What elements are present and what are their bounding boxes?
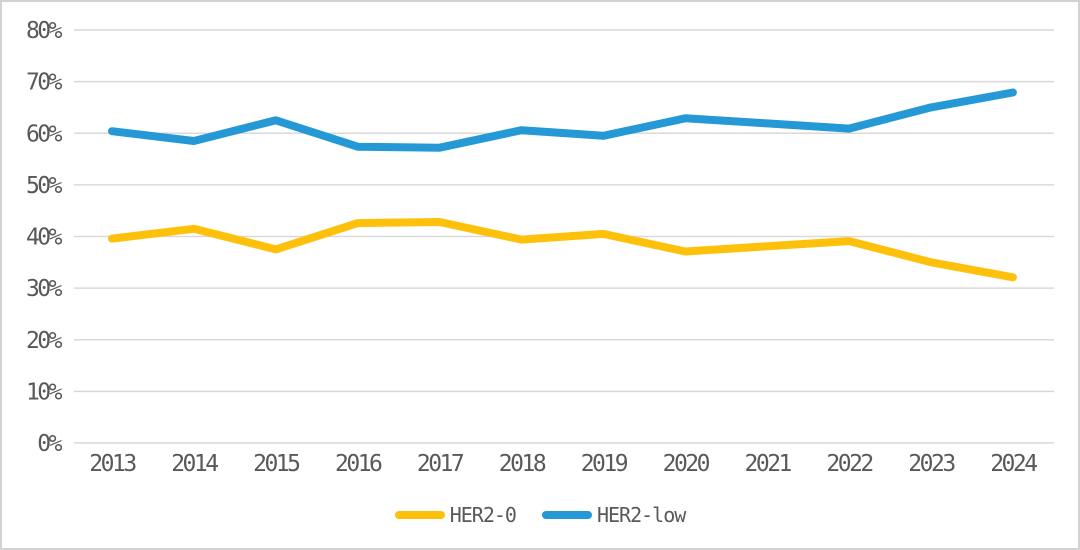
x-axis-tick-label: 2021 [745,451,792,477]
legend-label-her2-low: HER2-low [596,503,686,527]
x-axis-tick-label: 2023 [908,451,955,477]
y-axis-tick-label: 70% [26,70,63,96]
legend: HER2-0 HER2-low [2,505,1078,525]
y-axis-tick-label: 50% [26,173,63,199]
x-axis-tick-label: 2022 [826,451,872,477]
legend-item-her2-0: HER2-0 [394,503,517,527]
legend-item-her2-low: HER2-low [541,503,686,527]
y-axis-tick-label: 60% [26,121,63,147]
y-axis-tick-label: 30% [26,276,63,302]
y-axis-tick-label: 20% [26,328,63,354]
x-axis-tick-label: 2020 [663,451,710,477]
her2-0-line [108,218,1017,282]
her2-low-line [108,88,1017,152]
x-axis-tick-label: 2016 [335,451,382,477]
y-axis-tick-label: 40% [26,225,63,251]
legend-swatch-her2-low [541,511,592,519]
x-axis-tick-label: 2017 [417,451,464,477]
y-axis-tick-label: 80% [26,18,63,44]
x-axis-tick-label: 2018 [499,451,546,477]
y-axis-tick-label: 10% [26,379,63,405]
legend-swatch-her2-0 [394,511,445,519]
legend-label-her2-0: HER2-0 [449,503,517,527]
x-axis-tick-label: 2013 [89,451,136,477]
y-axis-tick-label: 0% [37,431,62,457]
x-axis-tick-label: 2014 [171,451,218,477]
x-axis-tick-label: 2015 [253,451,299,477]
x-axis-tick-label: 2024 [990,451,1037,477]
x-axis-tick-label: 2019 [581,451,628,477]
